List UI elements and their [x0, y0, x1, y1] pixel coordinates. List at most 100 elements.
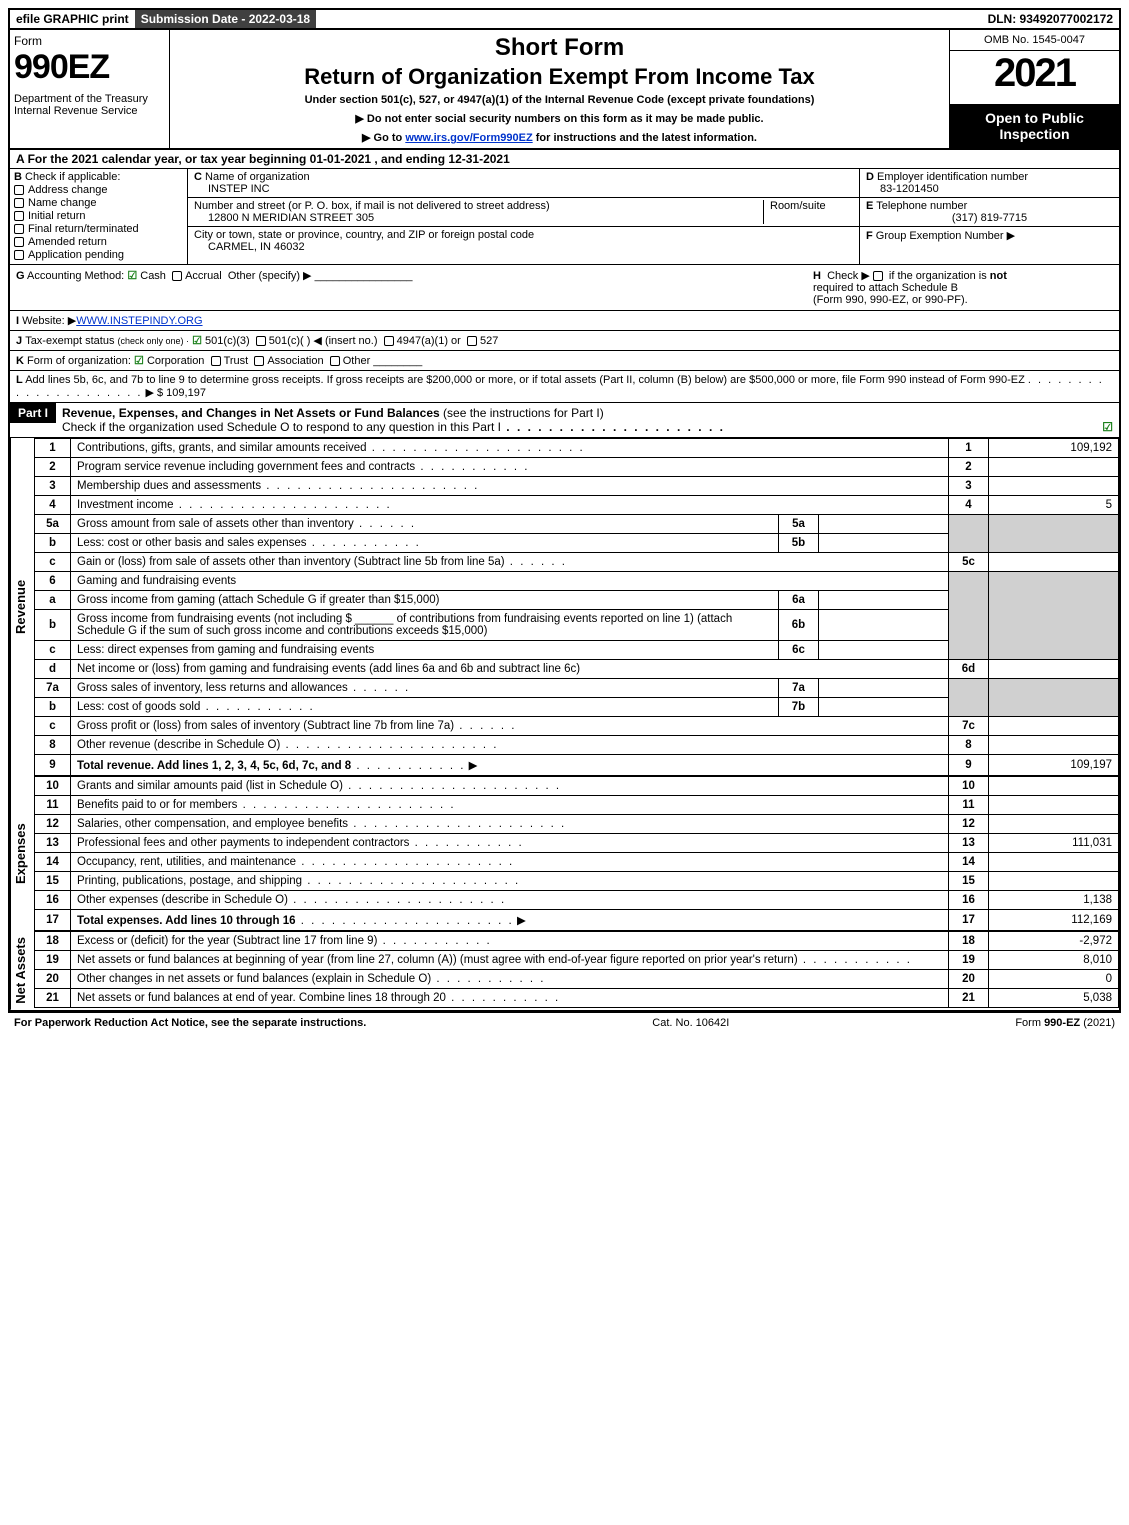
dots-icon [261, 480, 479, 492]
line-num: a [35, 591, 71, 610]
f-label: Group Exemption Number [876, 230, 1004, 242]
revenue-section: Revenue 1Contributions, gifts, grants, a… [10, 438, 1119, 776]
check-trust[interactable] [211, 355, 224, 367]
table-row: 19Net assets or fund balances at beginni… [35, 951, 1119, 970]
irs-link[interactable]: www.irs.gov/Form990EZ [405, 132, 532, 144]
dots-icon [280, 739, 498, 751]
dept-label-1: Department of the Treasury [14, 93, 165, 105]
dots-icon [302, 875, 520, 887]
footer-cat-no: Cat. No. 10642I [652, 1017, 729, 1029]
line-text: Total expenses. Add lines 10 through 16 [77, 915, 296, 927]
dots-icon [348, 818, 566, 830]
check-4947[interactable] [384, 335, 397, 347]
inst2-pre: ▶ Go to [362, 132, 405, 144]
j-o2: 501(c)( ) [269, 335, 311, 347]
room-suite-label: Room/suite [763, 200, 853, 224]
box-num: 13 [949, 834, 989, 853]
box-num: 6d [949, 660, 989, 679]
k-o1: Corporation [147, 355, 204, 367]
header-middle: Short Form Return of Organization Exempt… [170, 30, 949, 148]
check-assoc[interactable] [254, 355, 267, 367]
line-num: 13 [35, 834, 71, 853]
check-name-change[interactable]: Name change [14, 197, 183, 209]
box-num: 4 [949, 496, 989, 515]
line-num: c [35, 553, 71, 572]
row-g-h: G Accounting Method: ☑ Cash Accrual Othe… [10, 265, 1119, 311]
part-i-title: Revenue, Expenses, and Changes in Net As… [56, 403, 1119, 437]
line-l: L Add lines 5b, 6c, and 7b to line 9 to … [10, 371, 1119, 403]
k-o3: Association [267, 355, 323, 367]
box-num: 5c [949, 553, 989, 572]
box-num: 17 [949, 910, 989, 931]
check-corp-icon[interactable]: ☑ [134, 355, 144, 367]
line-num: 7a [35, 679, 71, 698]
line-text: Gross amount from sale of assets other t… [77, 518, 354, 530]
box-num: 20 [949, 970, 989, 989]
d-label: Employer identification number [877, 171, 1028, 183]
h-pre: Check ▶ [827, 270, 870, 282]
dots-icon [446, 992, 560, 1004]
dots-icon [307, 537, 421, 549]
check-final-return[interactable]: Final return/terminated [14, 223, 183, 235]
check-cash-icon[interactable]: ☑ [127, 270, 137, 282]
amount: -2,972 [989, 932, 1119, 951]
check-application-pending[interactable]: Application pending [14, 249, 183, 261]
f-arrow-icon: ▶ [1007, 230, 1015, 242]
table-row: 18Excess or (deficit) for the year (Subt… [35, 932, 1119, 951]
instruction-1: ▶ Do not enter social security numbers o… [180, 112, 939, 125]
footer-right: Form 990-EZ (2021) [1015, 1017, 1115, 1029]
omb-number: OMB No. 1545-0047 [950, 30, 1119, 51]
dots-icon [348, 682, 410, 694]
line-text: Contributions, gifts, grants, and simila… [77, 442, 367, 454]
line-text: Less: cost of goods sold [77, 701, 200, 713]
check-initial-return[interactable]: Initial return [14, 210, 183, 222]
j-o4: 527 [480, 335, 498, 347]
check-amended-return[interactable]: Amended return [14, 236, 183, 248]
g-cash: Cash [140, 270, 166, 282]
dots-icon [343, 780, 561, 792]
revenue-side-label: Revenue [10, 438, 34, 776]
table-row: 7a Gross sales of inventory, less returns… [35, 679, 1119, 698]
check-527[interactable] [467, 335, 480, 347]
line-text: Other expenses (describe in Schedule O) [77, 894, 288, 906]
website-link[interactable]: WWW.INSTEPINDY.ORG [76, 315, 202, 327]
check-h[interactable] [873, 270, 886, 282]
line-i: I Website: ▶WWW.INSTEPINDY.ORG [10, 311, 1119, 331]
g-accrual: Accrual [185, 270, 222, 282]
g-label: Accounting Method: [27, 270, 124, 282]
line-num: 3 [35, 477, 71, 496]
line-num: 15 [35, 872, 71, 891]
inner-box: 6c [779, 641, 819, 660]
table-row: dNet income or (loss) from gaming and fu… [35, 660, 1119, 679]
line-num: c [35, 717, 71, 736]
efile-print-label[interactable]: efile GRAPHIC print [10, 10, 135, 28]
check-accrual[interactable] [172, 270, 185, 282]
table-row: 17 Total expenses. Add lines 10 through 1… [35, 910, 1119, 931]
box-num: 8 [949, 736, 989, 755]
revenue-table: 1Contributions, gifts, grants, and simil… [34, 438, 1119, 776]
check-other-org[interactable] [330, 355, 343, 367]
subtitle: Under section 501(c), 527, or 4947(a)(1)… [180, 94, 939, 106]
header-left: Form 990EZ Department of the Treasury In… [10, 30, 170, 148]
table-row: 3Membership dues and assessments3 [35, 477, 1119, 496]
inner-box: 5a [779, 515, 819, 534]
net-assets-side-label: Net Assets [10, 931, 34, 1010]
h-box: H Check ▶ if the organization is not req… [813, 269, 1113, 306]
check-501c[interactable] [256, 335, 269, 347]
line-text: Gross sales of inventory, less returns a… [77, 682, 348, 694]
table-row: 11Benefits paid to or for members11 [35, 796, 1119, 815]
line-num: 2 [35, 458, 71, 477]
info-grid: B Check if applicable: Address change Na… [10, 169, 1119, 265]
line-text: Total revenue. Add lines 1, 2, 3, 4, 5c,… [77, 760, 351, 772]
amount [989, 777, 1119, 796]
table-row: cGain or (loss) from sale of assets othe… [35, 553, 1119, 572]
check-address-change[interactable]: Address change [14, 184, 183, 196]
h-text3: (Form 990, 990-EZ, or 990-PF). [813, 294, 968, 306]
dots-icon [431, 973, 545, 985]
line-num: b [35, 534, 71, 553]
dots-icon [454, 720, 516, 732]
check-schedule-o-icon[interactable]: ☑ [1102, 420, 1113, 434]
table-row: 10Grants and similar amounts paid (list … [35, 777, 1119, 796]
check-501c3-icon[interactable]: ☑ [192, 335, 202, 347]
org-name: INSTEP INC [194, 183, 270, 195]
